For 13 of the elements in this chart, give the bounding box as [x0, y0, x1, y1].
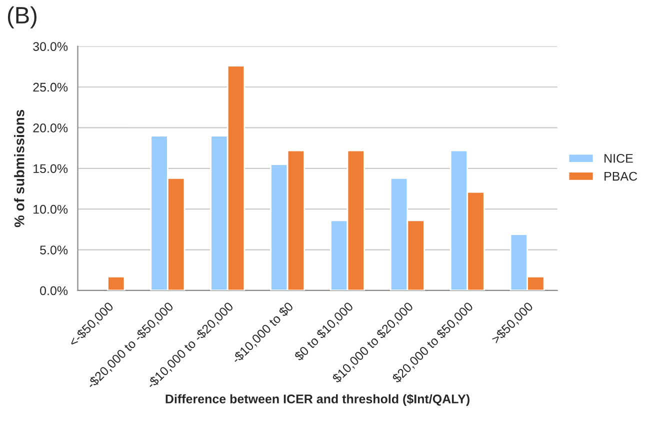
y-tick-label: 0.0%	[40, 286, 68, 296]
x-axis-title: Difference between ICER and threshold ($Int/QALY)	[166, 394, 470, 406]
y-tick-label: 20.0%	[33, 124, 68, 132]
legend-label: PBAC	[604, 172, 638, 181]
legend-label: NICE	[604, 154, 633, 163]
chart-title: (B)	[8, 6, 36, 28]
y-tick-label: 25.0%	[33, 82, 68, 92]
y-tick-label: 30.0%	[33, 42, 68, 51]
y-tick-label: 15.0%	[34, 164, 68, 174]
y-tick-label: 10.0%	[34, 204, 68, 214]
y-axis-title: % of submissions	[14, 110, 24, 228]
y-tick-label: 5.0%	[40, 246, 68, 254]
bar	[107, 276, 126, 290]
